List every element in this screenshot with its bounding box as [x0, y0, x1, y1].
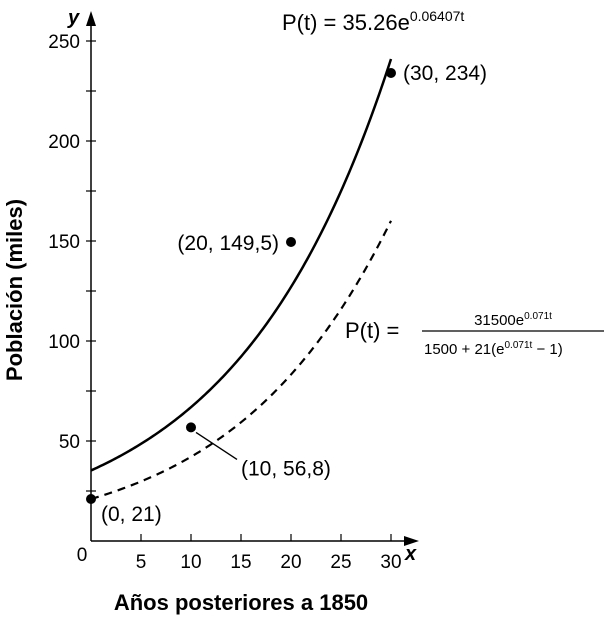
- y-tick-label: 200: [48, 132, 80, 153]
- point-label: (20, 149,5): [177, 232, 279, 255]
- point-label: (30, 234): [403, 62, 487, 85]
- x-axis-letter: x: [404, 543, 417, 565]
- data-point: [386, 68, 396, 78]
- series-line-logistic: [90, 220, 392, 501]
- logistic-equation-lhs: P(t) =: [345, 318, 399, 343]
- y-tick-label: 50: [59, 432, 80, 453]
- logistic-numerator-exponent: 0.071t: [524, 311, 552, 322]
- y-tick-label: 250: [48, 32, 80, 53]
- y-axis-title: Población (miles): [2, 199, 27, 381]
- x-tick-label: 30: [380, 552, 401, 573]
- logistic-equation: P(t) = 31500e0.071t 1500 + 21(e0.071t − …: [345, 311, 604, 358]
- x-tick-label: 15: [230, 552, 251, 573]
- logistic-denominator-a: 1500 + 21(e: [424, 341, 505, 358]
- axis-tick-labels: 5 10 15 20 25 30 0 50 100 150 200 250: [48, 32, 401, 573]
- x-tick-label: 5: [136, 552, 147, 573]
- series-line-exponential: [90, 58, 393, 472]
- logistic-denominator-exponent: 0.071t: [505, 340, 533, 351]
- exponential-equation: P(t) = 35.26e0.06407t: [282, 8, 464, 35]
- point-label: (10, 56,8): [241, 457, 331, 480]
- y-axis-arrow: [86, 11, 96, 26]
- data-point: [186, 422, 196, 433]
- x-axis-arrow: [404, 536, 419, 546]
- data-points: (0, 21) (10, 56,8) (20, 149,5) (30, 234): [86, 62, 487, 526]
- x-axis-title: Años posteriores a 1850: [114, 590, 368, 615]
- point-label: (0, 21): [101, 503, 162, 526]
- logistic-numerator-base: 31500e: [474, 312, 524, 329]
- exponential-equation-lhs: P(t) = 35.26e: [282, 10, 410, 35]
- exponential-equation-exponent: 0.06407t: [410, 8, 465, 24]
- data-point: [286, 237, 296, 247]
- y-tick-label: 150: [48, 232, 80, 253]
- logistic-denominator-b: − 1): [532, 341, 562, 358]
- logistic-equation-numerator: 31500e0.071t: [474, 311, 552, 329]
- x-origin-label: 0: [77, 545, 88, 566]
- data-point: [86, 494, 96, 504]
- point-leader-line: [195, 431, 238, 460]
- y-tick-label: 100: [48, 332, 80, 353]
- y-axis-letter: y: [67, 7, 80, 29]
- x-tick-label: 25: [330, 552, 351, 573]
- x-tick-label: 10: [180, 552, 201, 573]
- x-tick-label: 20: [280, 552, 301, 573]
- axis-ticks: [86, 40, 392, 541]
- logistic-equation-denominator: 1500 + 21(e0.071t − 1): [424, 340, 563, 358]
